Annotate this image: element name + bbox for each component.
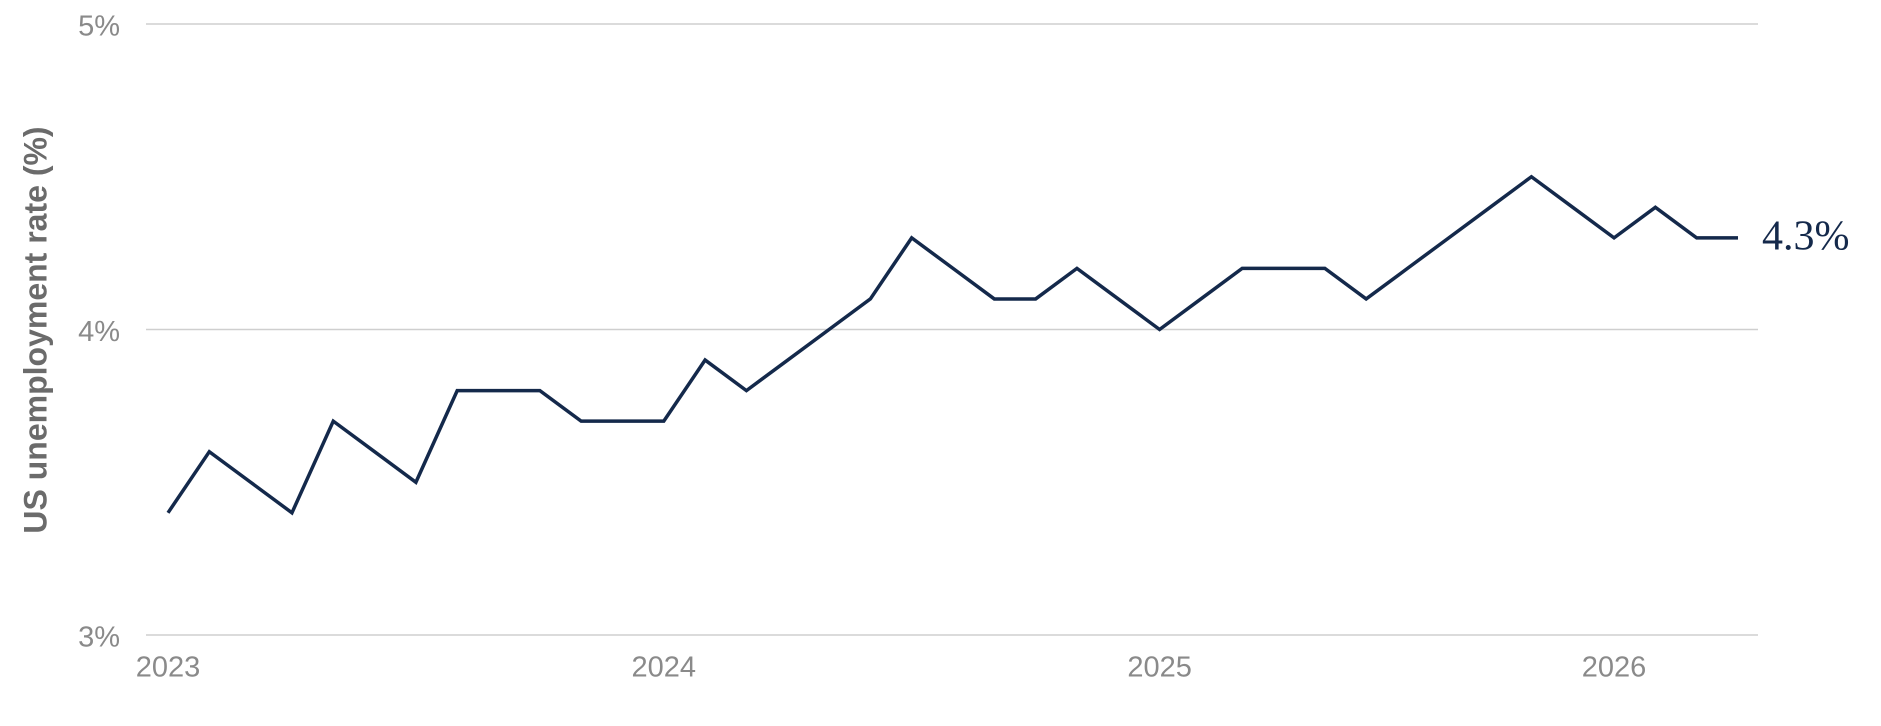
data-line — [166, 174, 1738, 516]
y-tick-label: 5% — [78, 11, 120, 43]
x-tick-label: 2023 — [136, 652, 201, 684]
y-tick-label: 4% — [78, 316, 120, 348]
end-label: 4.3% — [1762, 213, 1850, 259]
x-tick-label: 2024 — [632, 652, 697, 684]
x-tick-label: 2025 — [1127, 652, 1192, 684]
x-tick-label: 2026 — [1582, 652, 1647, 684]
y-axis-label: US unemployment rate (%) — [17, 126, 53, 533]
y-tick-label: 3% — [78, 622, 120, 654]
